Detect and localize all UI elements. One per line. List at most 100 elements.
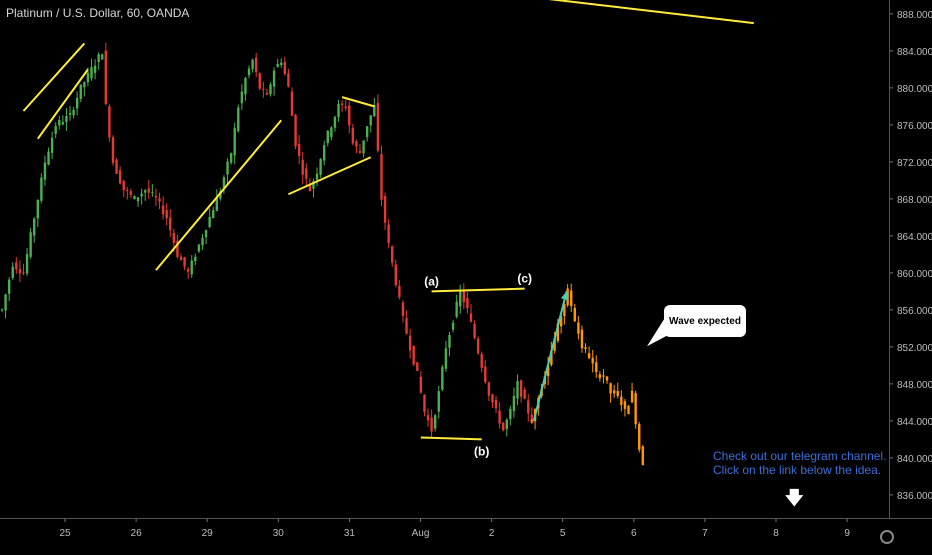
projection-candle <box>556 323 560 341</box>
time-tick-label: 2 <box>489 528 495 539</box>
price-candle <box>54 126 57 134</box>
trendline <box>548 0 754 25</box>
price-candle <box>258 73 261 89</box>
price-candle <box>219 191 222 199</box>
wave-expected-callout: Wave expected <box>664 305 746 337</box>
price-candle <box>391 246 394 263</box>
price-candle <box>47 151 50 165</box>
price-candle <box>319 159 322 175</box>
price-candle <box>154 195 158 198</box>
price-candle <box>229 153 233 163</box>
price-axis[interactable] <box>889 0 932 518</box>
projection-candle <box>598 374 602 379</box>
projection-candle <box>616 390 619 396</box>
trendline <box>22 42 86 112</box>
price-candle <box>494 399 498 409</box>
gear-icon[interactable] <box>880 530 894 544</box>
price-candle <box>169 217 172 231</box>
price-candle <box>305 168 308 179</box>
price-tick-label: 856.000 <box>897 306 932 317</box>
price-candle <box>151 192 154 194</box>
price-candle <box>491 394 494 403</box>
price-candle <box>530 414 534 424</box>
price-candle <box>408 335 412 351</box>
projection-candle <box>595 362 598 372</box>
price-candle <box>516 381 519 399</box>
projection-candle <box>580 329 584 349</box>
price-candle <box>111 137 115 163</box>
price-candle <box>29 232 32 257</box>
price-candle <box>333 116 337 128</box>
price-candle <box>297 143 301 156</box>
price-candle <box>190 260 193 275</box>
price-candle <box>15 262 18 270</box>
price-tick-label: 884.000 <box>897 47 932 58</box>
price-candle <box>398 285 401 298</box>
price-candle <box>262 88 265 90</box>
projection-candle <box>605 376 609 381</box>
price-candle <box>290 91 294 116</box>
price-candle <box>4 294 7 311</box>
price-candle <box>172 233 176 244</box>
price-candle <box>179 256 183 261</box>
projection-candle <box>634 393 637 425</box>
projection-candle <box>584 347 587 349</box>
price-candle <box>22 272 25 274</box>
price-candle <box>419 376 423 393</box>
price-candle <box>455 301 458 317</box>
price-candle <box>387 224 390 243</box>
projection-candle <box>553 338 556 351</box>
price-candle <box>362 140 365 154</box>
price-candle <box>444 348 448 369</box>
time-axis[interactable] <box>0 518 932 551</box>
wave-label: (b) <box>474 444 489 458</box>
price-candle <box>505 419 508 430</box>
price-candle <box>0 309 4 311</box>
price-candle <box>194 256 197 262</box>
price-candle <box>254 57 258 73</box>
trendline <box>420 436 482 441</box>
price-candle <box>25 254 29 274</box>
price-candle <box>315 173 319 180</box>
projection-candle <box>630 390 634 403</box>
price-candle <box>351 127 355 144</box>
price-candle <box>365 126 369 138</box>
time-tick-label: Aug <box>412 528 430 539</box>
price-tick-label: 840.000 <box>897 454 932 465</box>
price-candle <box>208 216 211 227</box>
price-tick-label: 836.000 <box>897 491 932 502</box>
price-candle <box>83 82 86 88</box>
price-candle <box>144 190 147 193</box>
price-tick-label: 844.000 <box>897 417 932 428</box>
price-candle <box>433 415 437 429</box>
price-candle <box>108 106 111 138</box>
price-candle <box>401 302 405 316</box>
projection-arrowhead <box>560 291 569 301</box>
projection-candle <box>623 401 627 409</box>
price-candle <box>97 54 100 63</box>
price-candle <box>337 104 340 118</box>
trendline <box>341 96 375 108</box>
time-tick-label: 9 <box>844 528 850 539</box>
time-tick-label: 6 <box>631 528 637 539</box>
price-candle <box>276 63 279 68</box>
price-candle <box>466 298 469 309</box>
price-candle <box>484 366 487 383</box>
price-candle <box>355 141 358 147</box>
price-candle <box>265 92 269 95</box>
time-tick-label: 25 <box>59 528 71 539</box>
price-candle <box>61 122 65 125</box>
price-candle <box>133 196 136 199</box>
price-candle <box>487 382 491 396</box>
price-candle <box>186 269 190 272</box>
price-candle <box>58 120 61 126</box>
price-candle <box>18 269 22 274</box>
price-candle <box>330 127 333 138</box>
price-candle <box>416 362 419 371</box>
price-candle <box>50 137 54 153</box>
price-candle <box>197 244 201 252</box>
projection-candle <box>546 365 550 377</box>
time-tick-label: 29 <box>202 528 214 539</box>
